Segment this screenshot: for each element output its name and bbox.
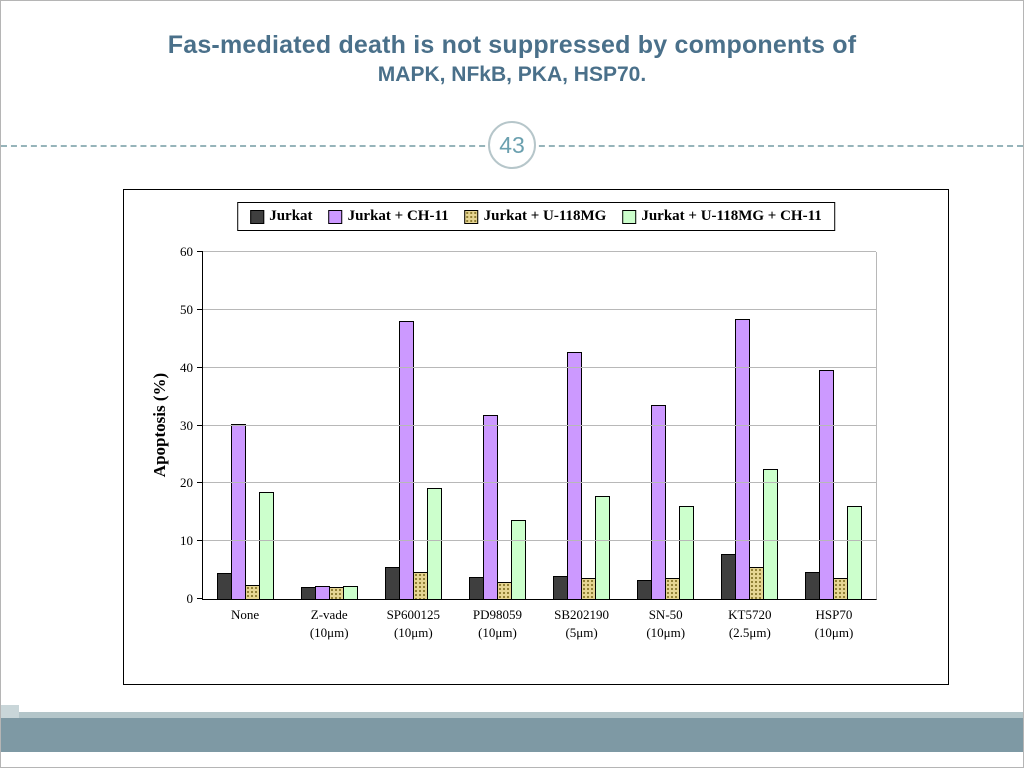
bar-Jurkat-KT5720 xyxy=(721,553,737,599)
bar-Jurkat + CH-11-None xyxy=(230,423,246,599)
y-tick-mark-20 xyxy=(197,482,203,484)
x-label-SP600125: SP600125 (10μm) xyxy=(386,607,441,641)
bar-Jurkat-SP600125 xyxy=(384,567,400,599)
y-tick-mark-30 xyxy=(197,424,203,426)
x-label-HSP70: HSP70 (10μm) xyxy=(814,607,854,641)
y-tick-label-30: 30 xyxy=(180,417,193,433)
bar-Jurkat-HSP70 xyxy=(805,571,821,599)
legend-label: Jurkat xyxy=(269,208,313,224)
x-label-None: None xyxy=(230,607,260,622)
legend-swatch xyxy=(464,209,479,224)
bar-Jurkat + CH-11-SB202190 xyxy=(567,352,583,599)
bar-Jurkat + U-118MG-Z-vade xyxy=(328,587,344,599)
legend-swatch xyxy=(250,209,265,224)
bar-Jurkat + U-118MG + CH-11-PD98059 xyxy=(510,519,526,599)
bar-group-SP600125 xyxy=(371,252,455,599)
footer-corner-accent xyxy=(1,705,19,718)
bar-Jurkat + CH-11-HSP70 xyxy=(819,369,835,599)
bar-Jurkat + U-118MG + CH-11-HSP70 xyxy=(847,505,863,599)
bar-Jurkat + CH-11-SP600125 xyxy=(398,321,414,599)
bar-Jurkat + CH-11-Z-vade xyxy=(314,585,330,599)
bar-Jurkat + U-118MG-PD98059 xyxy=(496,581,512,599)
footer-light-strip xyxy=(1,712,1023,718)
y-axis-title: Apoptosis (%) xyxy=(150,372,169,478)
x-axis-labels: None Z-vade (10μm) SP600125 (10μm) PD98059 (10… xyxy=(203,606,876,642)
bar-group-Z-vade xyxy=(287,252,371,599)
bar-Jurkat + U-118MG + CH-11-KT5720 xyxy=(763,468,779,599)
bar-Jurkat + U-118MG-SN-50 xyxy=(665,578,681,599)
gridline-20 xyxy=(203,482,876,484)
y-tick-mark-40 xyxy=(197,366,203,368)
bar-group-SB202190 xyxy=(540,252,624,599)
bar-group-KT5720 xyxy=(708,252,792,599)
chart-legend: Jurkat Jurkat + CH-11 Jurkat + U-118MG Jurk… xyxy=(237,202,835,231)
bar-Jurkat + U-118MG + CH-11-SB202190 xyxy=(595,496,611,599)
x-label-Z-vade: Z-vade (10μm) xyxy=(309,607,349,641)
bar-Jurkat-Z-vade xyxy=(300,586,316,599)
bar-Jurkat + U-118MG-None xyxy=(244,585,260,599)
x-label-SB202190: SB202190 (5μm) xyxy=(554,607,610,641)
bar-Jurkat + U-118MG-SP600125 xyxy=(412,571,428,599)
y-tick-mark-0 xyxy=(197,598,203,599)
slide-title: Fas-mediated death is not suppressed by … xyxy=(1,31,1023,87)
bar-Jurkat-SB202190 xyxy=(553,575,569,599)
y-tick-label-10: 10 xyxy=(180,533,193,549)
bar-group-HSP70 xyxy=(792,252,876,599)
legend-label: Jurkat + U-118MG + CH-11 xyxy=(641,208,822,224)
y-tick-label-60: 60 xyxy=(180,244,193,259)
gridline-60 xyxy=(203,251,876,252)
bar-Jurkat + U-118MG-HSP70 xyxy=(833,578,849,599)
legend-swatch xyxy=(328,209,343,224)
bar-Jurkat + U-118MG-SB202190 xyxy=(581,578,597,599)
footer-band xyxy=(1,718,1023,752)
legend-swatch xyxy=(622,209,637,224)
legend-item-Jurkat + U-118MG + CH-11: Jurkat + U-118MG + CH-11 xyxy=(622,208,822,225)
chart: Jurkat Jurkat + CH-11 Jurkat + U-118MG Jurk… xyxy=(123,189,949,685)
x-label-KT5720: KT5720 (2.5μm) xyxy=(728,607,772,641)
bar-Jurkat-None xyxy=(216,572,232,599)
bar-group-PD98059 xyxy=(455,252,539,599)
plot-area: None Z-vade (10μm) SP600125 (10μm) PD98059 (10… xyxy=(180,244,877,640)
bar-Jurkat + U-118MG + CH-11-None xyxy=(258,492,274,599)
y-tick-label-50: 50 xyxy=(180,301,193,317)
y-tick-label-40: 40 xyxy=(180,359,193,375)
y-tick-mark-10 xyxy=(197,540,203,542)
bar-groups xyxy=(203,252,876,599)
page-number-badge: 43 xyxy=(488,121,536,169)
bar-Jurkat-PD98059 xyxy=(468,577,484,599)
gridline-40 xyxy=(203,366,876,368)
gridline-10 xyxy=(203,540,876,542)
y-tick-label-0: 0 xyxy=(186,591,194,606)
bar-Jurkat + U-118MG + CH-11-Z-vade xyxy=(342,585,358,599)
y-tick-mark-60 xyxy=(197,251,203,252)
bar-Jurkat + CH-11-SN-50 xyxy=(651,404,667,599)
x-label-PD98059: PD98059 (10μm) xyxy=(472,607,522,641)
legend-item-Jurkat: Jurkat xyxy=(250,208,313,225)
gridline-50 xyxy=(203,308,876,310)
legend-label: Jurkat + CH-11 xyxy=(347,208,449,224)
legend-label: Jurkat + U-118MG xyxy=(483,208,607,224)
bar-Jurkat + U-118MG-KT5720 xyxy=(749,567,765,599)
bar-Jurkat + U-118MG + CH-11-SP600125 xyxy=(426,487,442,599)
slide-title-line1: Fas-mediated death is not suppressed by … xyxy=(167,31,857,59)
y-tick-label-20: 20 xyxy=(180,475,193,491)
bar-group-SN-50 xyxy=(624,252,708,599)
legend-item-Jurkat + CH-11: Jurkat + CH-11 xyxy=(328,208,449,225)
slide-title-line2: MAPK, NFkB, PKA, HSP70. xyxy=(377,63,647,86)
y-tick-mark-50 xyxy=(197,308,203,310)
bar-Jurkat + CH-11-KT5720 xyxy=(735,319,751,599)
gridline-30 xyxy=(203,424,876,426)
bar-Jurkat-SN-50 xyxy=(637,579,653,599)
x-label-SN-50: SN-50 (10μm) xyxy=(646,607,686,641)
bar-Jurkat + U-118MG + CH-11-SN-50 xyxy=(679,505,695,599)
legend-item-Jurkat + U-118MG: Jurkat + U-118MG xyxy=(464,208,607,225)
bar-Jurkat + CH-11-PD98059 xyxy=(482,415,498,599)
bar-group-None xyxy=(203,252,287,599)
